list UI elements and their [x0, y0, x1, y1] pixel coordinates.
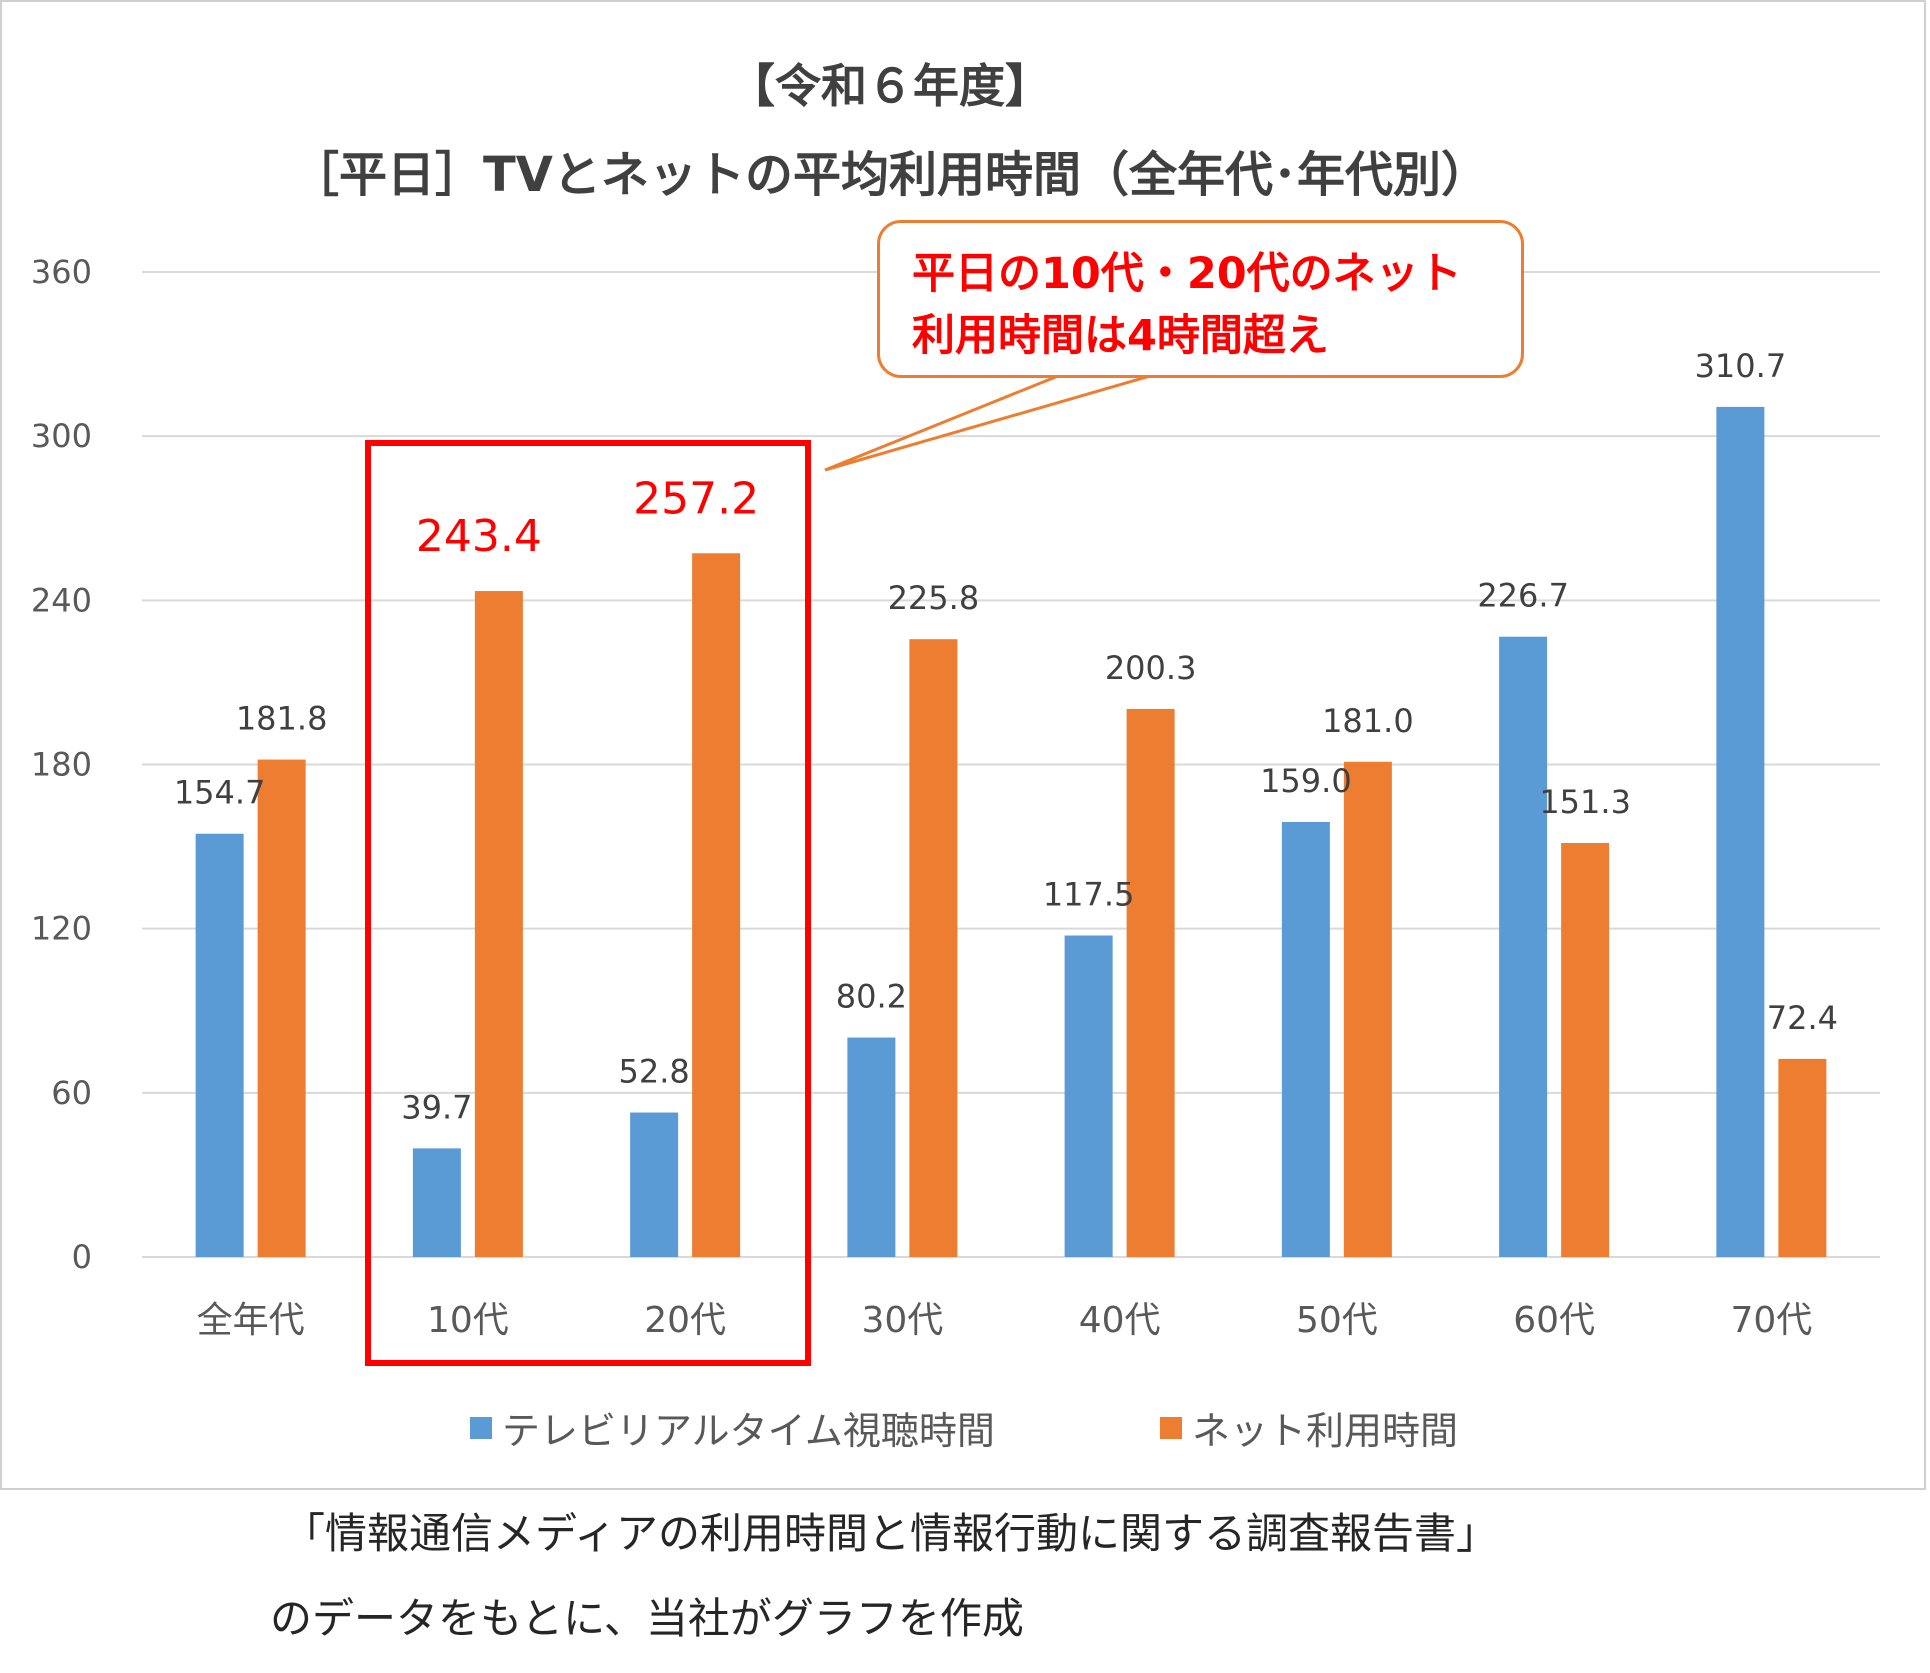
- data-label-net: 257.2: [633, 473, 759, 524]
- chart-subtitle: ［平日］TVとネットの平均利用時間（全年代･年代別）: [291, 147, 1489, 203]
- data-label-tv: 80.2: [836, 978, 907, 1016]
- y-tick-label: 300: [31, 417, 92, 455]
- x-category-label: 50代: [1296, 1300, 1378, 1341]
- chart-title: 【令和６年度】: [729, 59, 1051, 113]
- data-label-net: 181.0: [1322, 702, 1414, 740]
- legend-swatch-net: [1160, 1416, 1182, 1439]
- callout-line-2: 利用時間は4時間超え: [912, 311, 1329, 361]
- callout-line-1: 平日の10代・20代のネット: [912, 249, 1462, 299]
- data-label-net: 225.8: [888, 579, 980, 617]
- bar-tv: [195, 833, 244, 1257]
- legend-label-tv: テレビリアルタイム視聴時間: [502, 1409, 995, 1453]
- x-category-label: 全年代: [197, 1300, 305, 1341]
- y-tick-label: 0: [72, 1238, 92, 1276]
- data-label-tv: 310.7: [1695, 347, 1787, 385]
- x-category-label: 20代: [644, 1300, 726, 1341]
- data-label-tv: 39.7: [401, 1088, 472, 1126]
- bar-tv: [630, 1112, 679, 1257]
- data-label-net: 72.4: [1767, 999, 1838, 1037]
- bar-tv: [412, 1148, 461, 1257]
- bar-tv: [1716, 406, 1765, 1258]
- legend-item-tv: テレビリアルタイム視聴時間: [470, 1400, 995, 1455]
- data-label-tv: 226.7: [1477, 577, 1569, 615]
- x-category-label: 70代: [1730, 1300, 1812, 1341]
- data-label-tv: 117.5: [1043, 876, 1135, 914]
- x-category-label: 40代: [1079, 1300, 1161, 1341]
- y-tick-label: 360: [31, 253, 92, 291]
- y-tick-label: 180: [31, 746, 92, 784]
- bar-tv: [1064, 935, 1113, 1257]
- data-label-tv: 52.8: [619, 1053, 690, 1091]
- source-note-line-1: 「情報通信メディアの利用時間と情報行動に関する調査報告書」: [283, 1509, 1499, 1558]
- bar-tv: [1499, 636, 1548, 1257]
- bar-net: [1126, 708, 1175, 1257]
- bar-net: [1343, 761, 1392, 1257]
- x-category-label: 30代: [861, 1300, 943, 1341]
- data-label-net: 200.3: [1105, 649, 1197, 687]
- bar-chart: 0 60 120 180 240 300 360 154.7 181.8 全年代 39.7 243.4…: [31, 253, 1880, 1366]
- legend-item-net: ネット利用時間: [1160, 1400, 1458, 1455]
- x-category-label: 10代: [427, 1300, 509, 1341]
- legend-label-net: ネット利用時間: [1192, 1409, 1459, 1453]
- data-label-net: 243.4: [416, 511, 542, 562]
- y-tick-label: 120: [31, 910, 92, 948]
- callout-pointer: [824, 374, 1151, 472]
- x-category-label: 60代: [1513, 1300, 1595, 1341]
- bar-net: [474, 591, 523, 1257]
- bar-net: [1561, 843, 1610, 1257]
- y-tick-label: 240: [31, 581, 92, 619]
- bar-net: [1778, 1058, 1827, 1257]
- bar-net: [257, 759, 306, 1257]
- bar-tv: [847, 1037, 896, 1257]
- highlight-box: [365, 440, 811, 1366]
- data-label-tv: 159.0: [1260, 762, 1352, 800]
- legend-swatch-tv: [470, 1416, 492, 1439]
- source-note-line-2: のデータをもとに、当社がグラフを作成: [270, 1594, 1024, 1643]
- bar-net: [692, 553, 741, 1257]
- data-label-tv: 154.7: [174, 774, 266, 812]
- data-label-net: 181.8: [236, 700, 328, 738]
- data-label-net: 151.3: [1539, 783, 1631, 821]
- bar-tv: [1281, 821, 1330, 1257]
- callout-box: 平日の10代・20代のネット 利用時間は4時間超え: [877, 220, 1524, 378]
- legend: テレビリアルタイム視聴時間 ネット利用時間: [0, 1400, 1930, 1453]
- y-tick-label: 60: [51, 1074, 92, 1112]
- bar-net: [909, 639, 958, 1257]
